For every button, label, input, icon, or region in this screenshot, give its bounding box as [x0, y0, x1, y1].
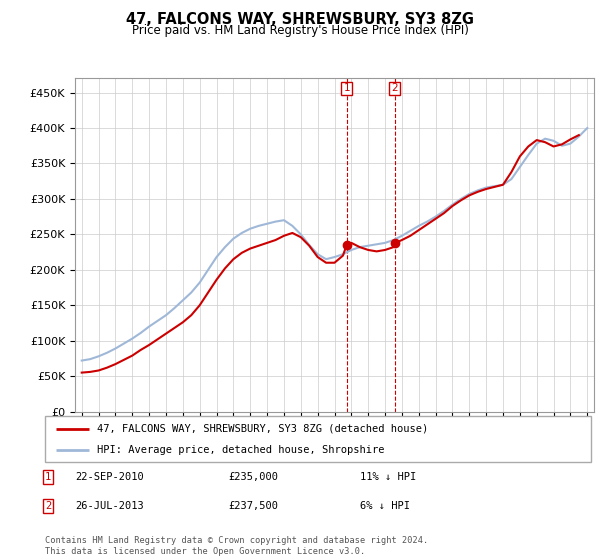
Text: 2: 2: [45, 501, 51, 511]
Text: 1: 1: [45, 472, 51, 482]
Text: 47, FALCONS WAY, SHREWSBURY, SY3 8ZG (detached house): 47, FALCONS WAY, SHREWSBURY, SY3 8ZG (de…: [97, 423, 428, 433]
Text: 6% ↓ HPI: 6% ↓ HPI: [360, 501, 410, 511]
Text: HPI: Average price, detached house, Shropshire: HPI: Average price, detached house, Shro…: [97, 445, 385, 455]
Text: Price paid vs. HM Land Registry's House Price Index (HPI): Price paid vs. HM Land Registry's House …: [131, 24, 469, 36]
Text: £235,000: £235,000: [228, 472, 278, 482]
Text: 11% ↓ HPI: 11% ↓ HPI: [360, 472, 416, 482]
Text: 1: 1: [343, 83, 350, 94]
Text: £237,500: £237,500: [228, 501, 278, 511]
Text: 22-SEP-2010: 22-SEP-2010: [75, 472, 144, 482]
Text: Contains HM Land Registry data © Crown copyright and database right 2024.
This d: Contains HM Land Registry data © Crown c…: [45, 536, 428, 556]
Text: 2: 2: [391, 83, 398, 94]
Text: 26-JUL-2013: 26-JUL-2013: [75, 501, 144, 511]
FancyBboxPatch shape: [45, 416, 591, 462]
Text: 47, FALCONS WAY, SHREWSBURY, SY3 8ZG: 47, FALCONS WAY, SHREWSBURY, SY3 8ZG: [126, 12, 474, 27]
